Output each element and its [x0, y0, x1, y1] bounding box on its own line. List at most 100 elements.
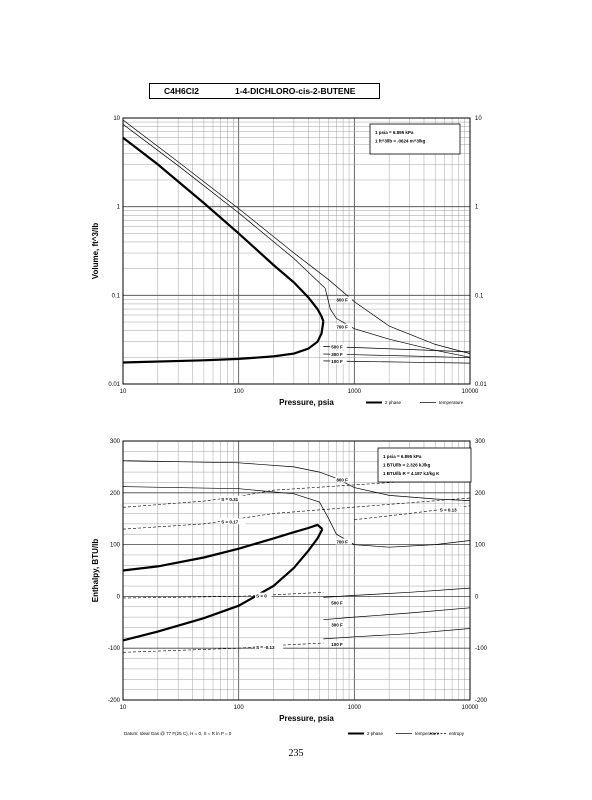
- series-label: 700 F: [336, 540, 348, 545]
- series-line-700-f: [122, 486, 471, 548]
- y-tick-label-right: 0: [475, 594, 479, 600]
- series-label-background: [220, 495, 246, 502]
- series-label: S = 0: [256, 594, 267, 599]
- series-line-s-0-13: [122, 642, 324, 653]
- series-label: 100 F: [331, 359, 343, 364]
- legend: 2 phase temperature entropy: [348, 731, 465, 736]
- series-label: 300 F: [331, 352, 343, 357]
- series-line-s-0: [122, 592, 324, 599]
- series-line-saturated-liquid: [122, 528, 324, 642]
- x-tick-label: 1000: [348, 389, 362, 395]
- enthalpy-chart: 10 100 1000 100003002001000-100-20030020010…: [91, 439, 488, 736]
- note-text: 1 ft^3/lb = .0624 m^3/kg: [375, 139, 426, 144]
- legend-label: temperature: [439, 400, 464, 405]
- series-line-saturated-vapor: [122, 523, 324, 572]
- series-label-background: [255, 592, 272, 599]
- series-group: 800 F 700 F 500 F 300 F 100 F S = 0.31 S = 0.1…: [122, 460, 471, 653]
- y-tick-label-left: 0: [117, 594, 121, 600]
- grid: [122, 118, 470, 385]
- series-label-background: [335, 296, 352, 303]
- series-line-saturated-vapor: [122, 136, 325, 322]
- x-axis-label: Pressure, psia: [279, 714, 334, 723]
- note-text: 1 BTU/lb R = 4.187 kJ/kg K: [383, 471, 440, 476]
- notes-box: [377, 447, 472, 483]
- series-label: 800 F: [336, 477, 348, 482]
- series-label-background: [255, 643, 284, 650]
- series-line-saturated-liquid: [122, 321, 325, 364]
- series-label: 700 F: [336, 325, 348, 330]
- x-tick-label: 10: [120, 705, 127, 711]
- y-tick-label-right: 1: [475, 205, 479, 211]
- y-tick-label-right: -200: [475, 698, 488, 704]
- volume-chart: 10 100 1000 100001010.10.011010.10.01Pressu…: [91, 116, 487, 407]
- series-line-300-f: [323, 607, 471, 621]
- y-tick-label-left: 200: [110, 491, 121, 497]
- legend: 2 phase temperature: [366, 400, 464, 405]
- series-label-background: [330, 599, 347, 606]
- series-label: S = -0.13: [256, 645, 275, 650]
- note-text: 1 psia = 6.895 kPa: [383, 454, 422, 459]
- x-tick-label: 100: [234, 389, 245, 395]
- x-axis-label: Pressure, psia: [279, 398, 334, 407]
- y-tick-label-left: 100: [110, 543, 121, 549]
- series-label: 500 F: [331, 600, 343, 605]
- y-tick-label-right: 300: [475, 439, 486, 445]
- series-label-background: [220, 518, 246, 525]
- x-tick-label: 100: [234, 705, 245, 711]
- y-tick-label-left: 300: [110, 439, 121, 445]
- page-number: 235: [288, 748, 304, 759]
- series-label: S = 0.13: [440, 508, 457, 513]
- x-tick-label: 10000: [462, 705, 479, 711]
- y-tick-label-left: 10: [113, 116, 120, 122]
- chemical-formula: C4H6Cl2: [164, 86, 199, 96]
- series-label-background: [330, 640, 347, 647]
- legend-label: 2 phase: [385, 400, 402, 405]
- series-label: S = 0.17: [221, 519, 238, 524]
- series-label: 800 F: [336, 298, 348, 303]
- series-label-background: [330, 350, 347, 357]
- series-label-background: [335, 476, 352, 483]
- y-tick-label-left: -100: [108, 646, 121, 652]
- y-tick-label-right: 0.01: [475, 382, 487, 388]
- y-axis-label: Enthalpy, BTU/lb: [91, 539, 100, 603]
- series-label: 100 F: [331, 642, 343, 647]
- x-tick-label: 10: [120, 389, 127, 395]
- y-tick-label-right: 200: [475, 491, 486, 497]
- series-line-700-f: [122, 124, 471, 358]
- chart-title-box: C4H6Cl2 1-4-DICHLORO-cis-2-BUTENE: [149, 83, 380, 99]
- series-label-background: [335, 538, 352, 545]
- y-tick-label-right: 10: [475, 116, 482, 122]
- series-line-100-f: [323, 628, 471, 640]
- y-axis-label: Volume, ft^3/lb: [91, 223, 100, 280]
- x-tick-label: 10000: [462, 389, 479, 395]
- compound-name: 1-4-DICHLORO-cis-2-BUTENE: [234, 86, 356, 96]
- series-label-background: [330, 357, 347, 364]
- y-tick-label-right: -100: [475, 646, 488, 652]
- series-group: 800 F 700 F 500 F 300 F 100 F: [122, 119, 471, 364]
- series-label: 500 F: [331, 344, 343, 349]
- y-tick-label-left: 1: [117, 205, 121, 211]
- note-text: 1 BTU/lb = 2.326 kJ/kg: [383, 463, 431, 468]
- note-text: 1 psia = 6.895 kPa: [375, 130, 414, 135]
- series-label: 300 F: [331, 623, 343, 628]
- series-label-background: [335, 323, 352, 330]
- y-tick-label-right: 0.1: [475, 293, 484, 299]
- series-line-800-f: [122, 119, 471, 354]
- series-line-500-f: [323, 587, 471, 598]
- legend-label: 2 phase: [367, 731, 384, 736]
- series-label-background: [330, 621, 347, 628]
- series-label-background: [438, 506, 464, 513]
- legend-label: temperature: [415, 731, 440, 736]
- x-tick-label: 1000: [348, 705, 362, 711]
- legend-label: entropy: [449, 731, 465, 736]
- datum-footnote: Datum: Ideal Gas @ 77 F(25 C), H = 0, S …: [124, 731, 232, 736]
- y-tick-label-left: 0.1: [112, 293, 121, 299]
- series-label-background: [330, 343, 347, 350]
- y-tick-label-left: 0.01: [108, 382, 120, 388]
- plot-frame: [122, 117, 471, 385]
- notes-box: [369, 123, 461, 155]
- y-tick-label-left: -200: [108, 698, 121, 704]
- series-label: S = 0.31: [221, 497, 238, 502]
- y-tick-label-right: 100: [475, 543, 486, 549]
